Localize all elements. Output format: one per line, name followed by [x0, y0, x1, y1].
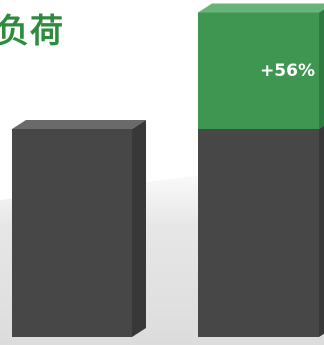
- bar-1-increase-front: [198, 12, 319, 130]
- bar-1-baseline-side: [319, 125, 324, 337]
- bar-0-baseline-top: [12, 120, 146, 129]
- bar-1-baseline-front: [198, 129, 319, 337]
- bar-1-increase-side: [319, 9, 324, 129]
- bar-1-data-label: +56%: [260, 61, 315, 81]
- bar-0-baseline-side: [132, 120, 146, 337]
- bar-0-baseline-front: [12, 129, 132, 337]
- chart-title: 负荷: [0, 11, 64, 50]
- bar-1-increase-top: [198, 3, 324, 13]
